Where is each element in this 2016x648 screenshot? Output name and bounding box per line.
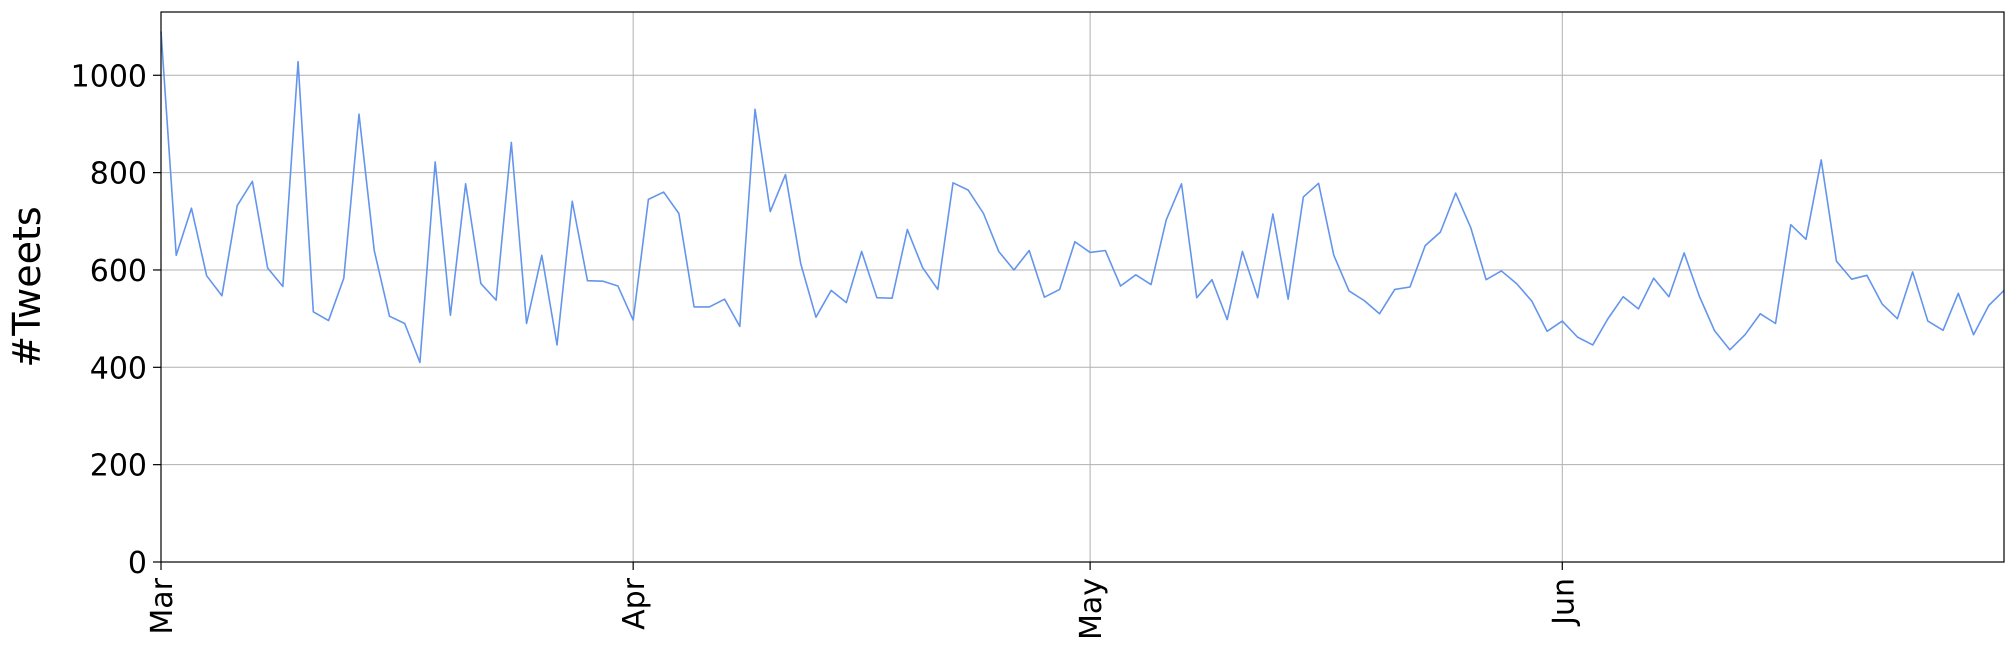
x-axis: Mar Apr May Jun	[145, 562, 1581, 640]
y-axis-title: #Tweets	[5, 206, 49, 367]
x-tick-label: Jun	[1546, 578, 1581, 627]
gridlines	[160, 12, 2004, 563]
y-tick-label: 400	[90, 351, 147, 386]
x-tick-label: Mar	[145, 577, 180, 634]
tweets-series-line	[160, 31, 2005, 364]
y-tick-label: 1000	[71, 59, 147, 94]
plot-area-frame	[160, 11, 2005, 563]
y-tick-label: 800	[90, 157, 147, 192]
x-tick-label: Apr	[617, 577, 652, 630]
y-tick-label: 600	[90, 254, 147, 289]
x-tick-label: May	[1074, 578, 1109, 640]
y-tick-label: 0	[128, 546, 147, 581]
y-axis: 0 200 400 600 800 1000	[71, 59, 161, 581]
y-tick-label: 200	[90, 449, 147, 484]
